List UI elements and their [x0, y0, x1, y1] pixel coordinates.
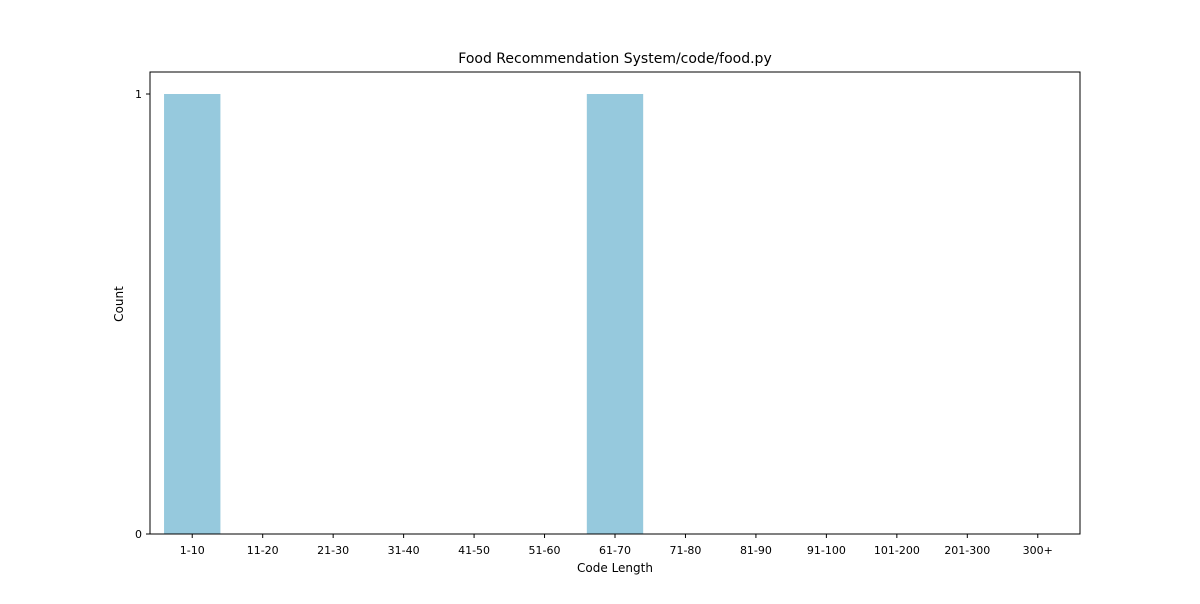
- bar-1-10: [164, 94, 221, 534]
- chart-title: Food Recommendation System/code/food.py: [458, 51, 771, 67]
- x-axis-ticks: 1-10 11-20 21-30 31-40 41-50 51-60 61-70 71-80 8…: [180, 534, 1053, 557]
- y-tick-label: 1: [135, 88, 142, 101]
- x-tick-label: 81-90: [740, 544, 772, 557]
- x-tick-label: 201-300: [944, 544, 990, 557]
- y-axis-ticks: 01: [135, 88, 150, 541]
- x-tick-label: 51-60: [529, 544, 561, 557]
- bars-group: [164, 94, 644, 534]
- x-tick-label: 61-70: [599, 544, 631, 557]
- x-tick-label: 91-100: [807, 544, 846, 557]
- x-tick-label: 31-40: [388, 544, 420, 557]
- x-tick-label: 1-10: [180, 544, 205, 557]
- y-axis-label: Count: [112, 286, 126, 322]
- bar-61-70: [586, 94, 644, 534]
- y-tick-label: 0: [135, 528, 142, 541]
- x-tick-label: 300+: [1023, 544, 1053, 557]
- x-axis-label: Code Length: [577, 561, 653, 575]
- x-tick-label: 11-20: [247, 544, 279, 557]
- x-tick-label: 71-80: [669, 544, 701, 557]
- x-tick-label: 21-30: [317, 544, 349, 557]
- x-tick-label: 101-200: [874, 544, 920, 557]
- x-tick-label: 41-50: [458, 544, 490, 557]
